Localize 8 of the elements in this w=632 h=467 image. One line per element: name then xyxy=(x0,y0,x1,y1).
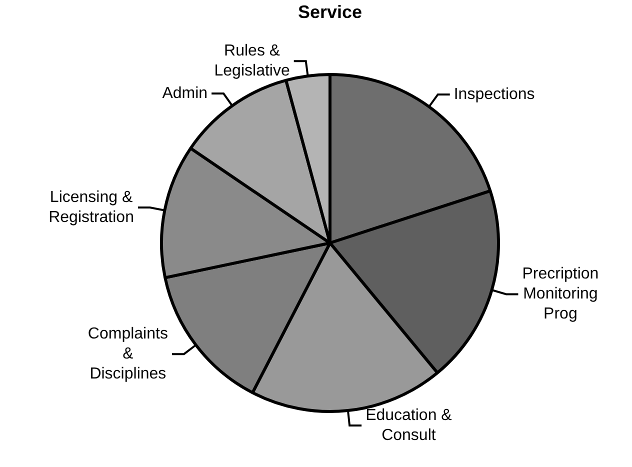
slice-label: Inspections xyxy=(454,86,535,103)
slice-label: Complaints & Disciplines xyxy=(88,326,168,383)
chart-title: Service xyxy=(298,2,362,22)
slice-label: Precription Monitoring Prog xyxy=(522,266,599,323)
slice-label: Education & Consult xyxy=(366,406,452,444)
slice-label: Licensing & Registration xyxy=(48,188,134,226)
slice-label: Admin xyxy=(162,84,208,102)
slice-label: Rules & Legislative xyxy=(214,42,290,80)
